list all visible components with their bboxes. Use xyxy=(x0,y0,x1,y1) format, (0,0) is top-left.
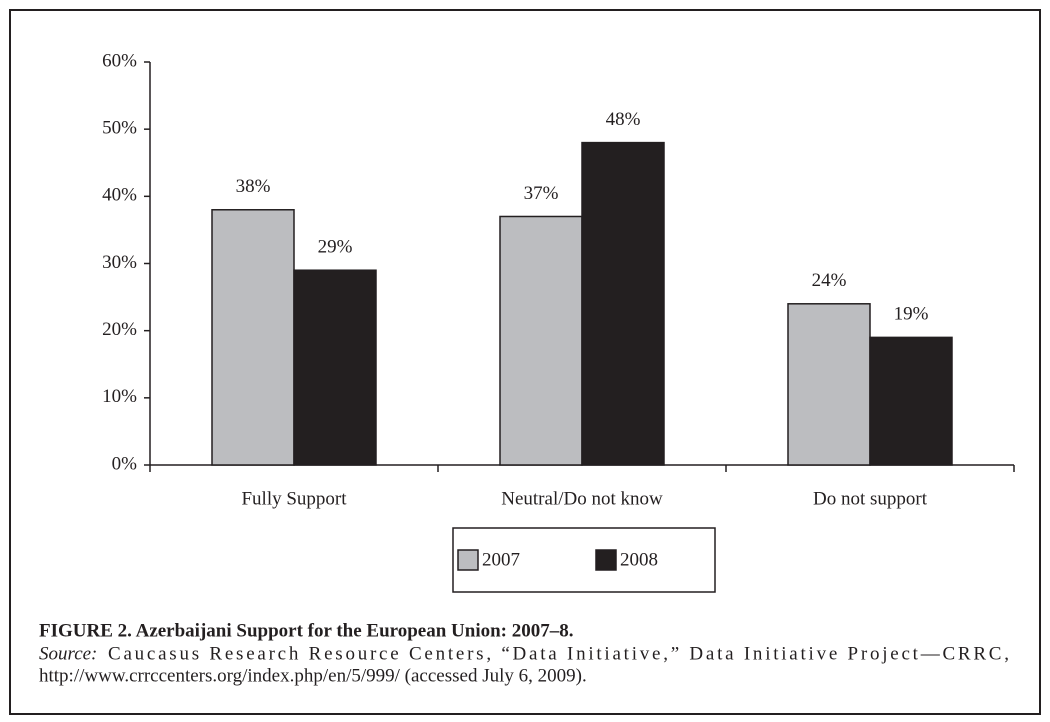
bar xyxy=(499,215,583,466)
y-tick-label: 30% xyxy=(102,252,137,273)
legend-swatch xyxy=(595,549,617,571)
bar xyxy=(787,303,871,466)
legend-label: 2008 xyxy=(620,549,658,570)
caption-title: FIGURE 2. Azerbaijani Support for the Eu… xyxy=(39,620,574,641)
y-tick-label: 20% xyxy=(102,319,137,340)
y-tick-label: 0% xyxy=(112,453,138,474)
value-label: 24% xyxy=(812,270,847,291)
bar xyxy=(293,269,377,466)
y-tick-label: 50% xyxy=(102,118,137,139)
frame xyxy=(9,9,1041,715)
y-tick-label: 60% xyxy=(102,50,137,71)
x-tick-label: Neutral/Do not know xyxy=(501,488,663,509)
source-line: Caucasus Research Resource Centers, “Dat… xyxy=(108,643,1009,664)
value-label: 38% xyxy=(236,176,271,197)
source-line: http://www.crrccenters.org/index.php/en/… xyxy=(39,665,587,686)
value-label: 48% xyxy=(606,109,641,130)
legend-label: 2007 xyxy=(482,549,520,570)
bar xyxy=(581,141,665,466)
y-tick-label: 40% xyxy=(102,185,137,206)
value-label: 37% xyxy=(524,183,559,204)
x-tick-label: Fully Support xyxy=(241,488,347,509)
value-label: 19% xyxy=(894,304,929,325)
legend-swatch xyxy=(457,549,479,571)
legend-box xyxy=(452,527,716,593)
source-label: Source: xyxy=(39,643,97,664)
value-label: 29% xyxy=(318,237,353,258)
y-tick-label: 10% xyxy=(102,386,137,407)
x-tick-label: Do not support xyxy=(813,488,928,509)
bar xyxy=(211,209,295,466)
bar xyxy=(869,336,953,466)
